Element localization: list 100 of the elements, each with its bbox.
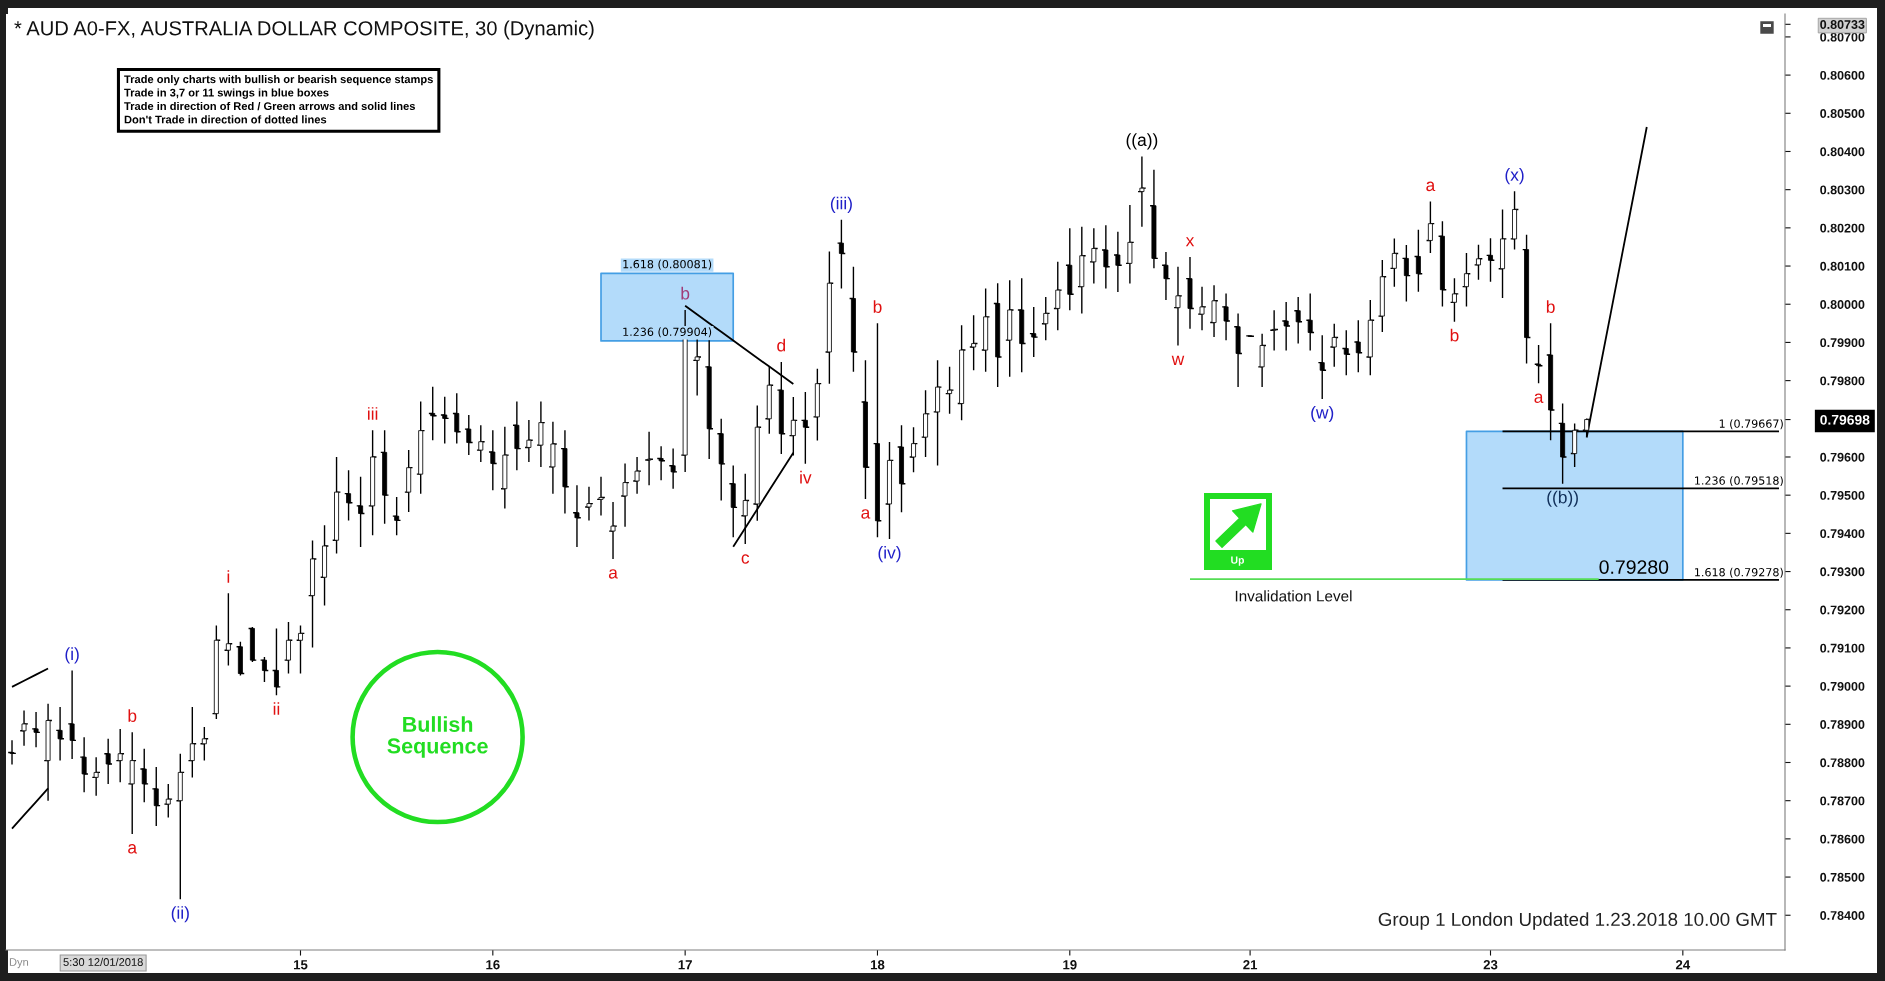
y-tick-label: 0.79698 bbox=[1820, 414, 1870, 425]
candlestick bbox=[490, 429, 496, 491]
candlestick bbox=[1019, 277, 1025, 373]
annotation: (iv) bbox=[878, 546, 901, 563]
candlestick bbox=[1524, 234, 1530, 365]
candlestick bbox=[562, 429, 568, 515]
y-tick-label: 0.80100 bbox=[1820, 261, 1865, 271]
y-tick-label: 0.80600 bbox=[1820, 70, 1865, 80]
candlestick bbox=[1151, 169, 1157, 270]
candlestick bbox=[1211, 284, 1217, 338]
candlestick bbox=[201, 726, 207, 762]
candlestick bbox=[1331, 323, 1337, 368]
candlestick bbox=[1163, 251, 1169, 301]
y-tick-label: 0.80400 bbox=[1820, 147, 1865, 157]
annotation: a bbox=[128, 844, 138, 854]
y-tick-label: 0.79400 bbox=[1820, 529, 1865, 539]
annotation: iii bbox=[367, 407, 378, 420]
annotation: w bbox=[1171, 355, 1185, 365]
annotation: b bbox=[128, 709, 137, 722]
y-tick-label: 0.79000 bbox=[1820, 681, 1865, 691]
y-tick-label: 0.80700 bbox=[1820, 32, 1865, 42]
annotation: d bbox=[777, 338, 786, 352]
y-tick-label: 0.79600 bbox=[1820, 452, 1865, 462]
candlestick bbox=[1055, 261, 1061, 331]
candlestick bbox=[742, 473, 748, 545]
candlestick bbox=[1427, 200, 1433, 254]
line-series bbox=[11, 667, 49, 688]
candlestick bbox=[93, 756, 99, 797]
annotation: (w) bbox=[1311, 405, 1334, 423]
annotation: 1.236 (0.79904) bbox=[623, 327, 712, 338]
candlestick bbox=[165, 783, 171, 819]
candlestick bbox=[670, 447, 676, 490]
x-tick-label: 15 bbox=[293, 960, 308, 970]
annotation: iv bbox=[800, 470, 812, 484]
annotation: x bbox=[1185, 237, 1195, 247]
x-tick-label: 21 bbox=[1243, 960, 1258, 970]
y-tick-label: 0.79200 bbox=[1820, 605, 1865, 615]
annotation: b bbox=[873, 300, 882, 313]
candlestick bbox=[502, 426, 508, 510]
y-tick-label: 0.78900 bbox=[1820, 720, 1865, 729]
annotation: Trade only charts with bullish or bearish sequence stamps Trade in 3,7 or 11 swings in blue boxes Trade in direction of Red / Green arrows and solid lines Don't Trade in direction of dotted lines bbox=[124, 75, 433, 124]
candlestick bbox=[610, 501, 616, 560]
candlestick bbox=[1127, 204, 1133, 285]
candlestick bbox=[838, 219, 844, 290]
candlestick bbox=[273, 627, 279, 696]
candlestick bbox=[1307, 292, 1313, 352]
y-tick-label: 0.78600 bbox=[1820, 834, 1865, 844]
candlestick bbox=[237, 641, 243, 677]
candlestick bbox=[177, 753, 183, 900]
annotation: Group 1 London Updated 1.23.2018 10.00 GMT bbox=[1378, 912, 1777, 930]
candlestick bbox=[81, 736, 87, 793]
candlestick bbox=[1391, 237, 1397, 288]
annotation: a bbox=[1534, 393, 1544, 403]
annotation: 1 (0.79667) bbox=[1719, 419, 1783, 430]
candlestick bbox=[1007, 279, 1013, 378]
candlestick bbox=[1103, 224, 1109, 290]
candlestick bbox=[189, 706, 195, 779]
candlestick bbox=[57, 706, 63, 762]
candlestick bbox=[959, 324, 965, 422]
y-tick-label: 0.79500 bbox=[1820, 490, 1865, 500]
candlestick bbox=[117, 728, 123, 784]
candlestick bbox=[550, 421, 556, 495]
candlestick bbox=[514, 400, 520, 472]
x-tick-label: 17 bbox=[678, 960, 692, 970]
y-tick-label: 0.78800 bbox=[1820, 758, 1865, 768]
candlestick bbox=[850, 266, 856, 373]
candlestick bbox=[1415, 229, 1421, 293]
y-tick-label: 0.79900 bbox=[1820, 338, 1865, 348]
candlestick bbox=[334, 456, 340, 555]
y-tick-label: 0.79300 bbox=[1820, 567, 1865, 577]
candlestick bbox=[1451, 277, 1457, 323]
candlestick bbox=[826, 250, 832, 385]
annotation: b bbox=[681, 286, 690, 300]
candlestick bbox=[454, 392, 460, 445]
y-tick-label: 0.78400 bbox=[1820, 911, 1865, 920]
y-tick-label: 0.80500 bbox=[1820, 109, 1865, 118]
x-tick-label: 24 bbox=[1675, 960, 1691, 970]
candlestick bbox=[1355, 319, 1361, 373]
candlestick bbox=[418, 400, 424, 495]
candlestick bbox=[382, 429, 388, 525]
candlestick bbox=[1295, 296, 1301, 345]
candlestick bbox=[1259, 332, 1265, 388]
text: Dyn bbox=[9, 958, 29, 969]
candlestick bbox=[1187, 256, 1193, 330]
annotation: Up bbox=[1231, 556, 1245, 566]
annotation: a bbox=[608, 569, 618, 579]
annotation: (iii) bbox=[830, 196, 852, 213]
candlestick bbox=[1343, 329, 1349, 376]
y-tick-label: 0.80300 bbox=[1820, 185, 1865, 195]
candlestick bbox=[802, 391, 808, 465]
x-tick-label: 16 bbox=[486, 960, 500, 970]
annotation: 0.79280 bbox=[1599, 560, 1669, 574]
candlestick bbox=[141, 748, 147, 803]
y-tick-label: 0.78500 bbox=[1820, 872, 1865, 882]
candlestick bbox=[213, 624, 219, 720]
candlestick bbox=[1079, 226, 1085, 315]
candlestick bbox=[622, 462, 628, 528]
candlestick bbox=[1319, 334, 1325, 400]
annotation: ((b)) bbox=[1547, 490, 1578, 507]
annotation: Bullish Sequence bbox=[387, 716, 488, 758]
